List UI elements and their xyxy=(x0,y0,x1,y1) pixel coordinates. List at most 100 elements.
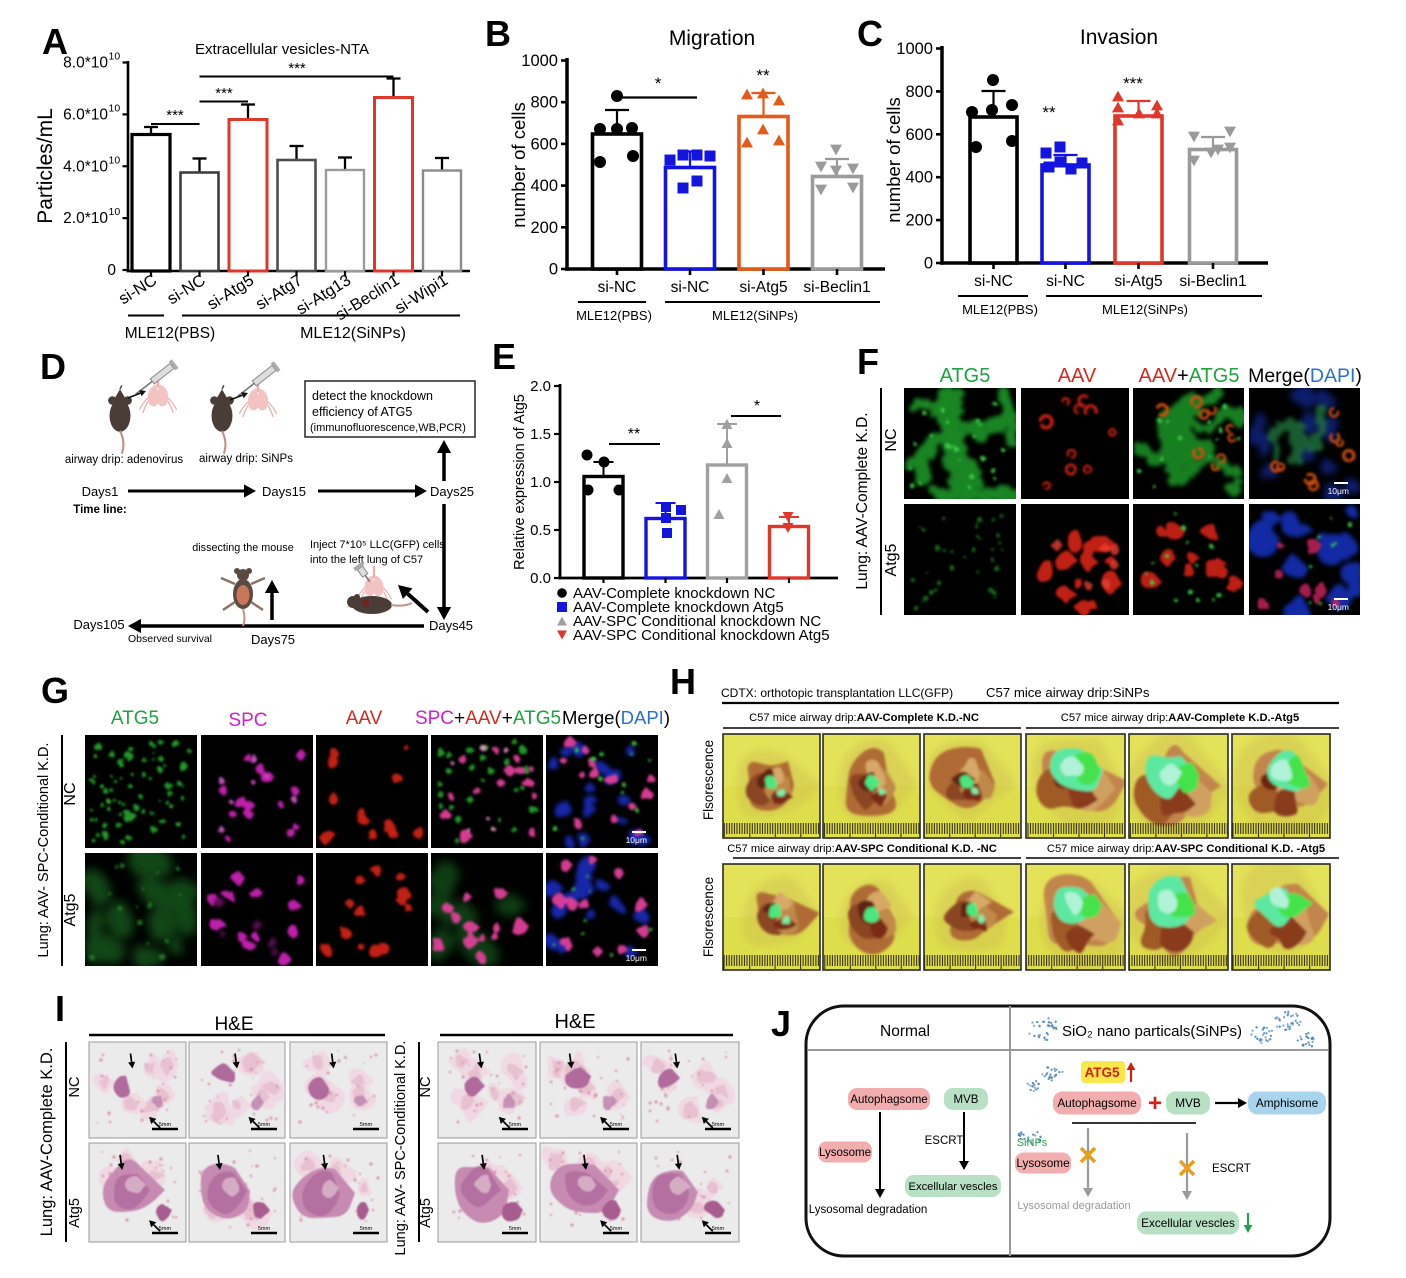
svg-text:SPC+AAV+ATG5: SPC+AAV+ATG5 xyxy=(415,708,561,729)
svg-text:10μm: 10μm xyxy=(1328,602,1349,612)
svg-text:200: 200 xyxy=(905,212,933,230)
svg-text:***: *** xyxy=(166,107,184,124)
svg-text:Excellular vescles: Excellular vescles xyxy=(909,1181,998,1193)
svg-text:Particles/mL: Particles/mL xyxy=(34,108,57,224)
svg-text:MLE12(SiNPs): MLE12(SiNPs) xyxy=(712,308,798,323)
svg-text:5mm: 5mm xyxy=(610,1226,623,1232)
svg-text:**: ** xyxy=(628,426,640,443)
svg-text:5mm: 5mm xyxy=(509,1226,522,1232)
svg-text:*: * xyxy=(754,398,760,415)
svg-text:Autophagsome: Autophagsome xyxy=(850,1094,927,1106)
svg-text:F: F xyxy=(857,341,879,382)
svg-text:ESCRT: ESCRT xyxy=(925,1135,964,1147)
svg-text:400: 400 xyxy=(530,177,558,195)
svg-text:si-NC: si-NC xyxy=(598,279,637,296)
svg-text:Lung: AAV-Complete K.D.: Lung: AAV-Complete K.D. xyxy=(854,412,871,589)
svg-text:200: 200 xyxy=(530,219,558,237)
svg-text:1000: 1000 xyxy=(896,40,933,58)
svg-text:Inject 7*10⁵ LLC(GFP) cells: Inject 7*10⁵ LLC(GFP) cells xyxy=(310,539,445,551)
svg-text:*: * xyxy=(655,74,662,93)
svg-text:5mm: 5mm xyxy=(159,1226,172,1232)
svg-text:si-Beclin1: si-Beclin1 xyxy=(1179,273,1246,290)
svg-text:number of cells: number of cells xyxy=(508,102,529,227)
svg-text:si-NC: si-NC xyxy=(1046,273,1085,290)
svg-text:0: 0 xyxy=(549,261,558,279)
svg-text:into the left lung of C57: into the left lung of C57 xyxy=(310,554,423,566)
svg-text:Days25: Days25 xyxy=(430,484,474,499)
svg-text:***: *** xyxy=(288,60,306,77)
svg-text:Migration: Migration xyxy=(669,27,755,50)
svg-text:2.0: 2.0 xyxy=(530,378,551,395)
svg-text:5mm: 5mm xyxy=(258,1122,271,1128)
svg-text:MVB: MVB xyxy=(954,1094,979,1106)
svg-text:MLE12(SiNPs): MLE12(SiNPs) xyxy=(300,325,406,342)
svg-text:10μm: 10μm xyxy=(626,953,647,963)
svg-text:10μm: 10μm xyxy=(1328,486,1349,496)
svg-text:C57 mice airway drip:AAV-SPC C: C57 mice airway drip:AAV-SPC Conditional… xyxy=(1047,843,1325,855)
svg-text:Atg5: Atg5 xyxy=(883,543,900,576)
svg-text:airway drip: SiNPs: airway drip: SiNPs xyxy=(199,453,293,465)
svg-text:ATG5: ATG5 xyxy=(1084,1065,1119,1080)
svg-text:I: I xyxy=(55,988,65,1029)
svg-text:Relative expression of Atg5: Relative expression of Atg5 xyxy=(512,394,528,570)
svg-text:Atg5: Atg5 xyxy=(67,1198,83,1228)
svg-text:400: 400 xyxy=(905,169,933,187)
svg-text:Days105: Days105 xyxy=(73,617,124,632)
svg-text:si-NC: si-NC xyxy=(671,279,710,296)
svg-text:5mm: 5mm xyxy=(360,1226,373,1232)
svg-text:C57 mice airway drip:AAV-SPC C: C57 mice airway drip:AAV-SPC Conditional… xyxy=(727,843,997,855)
svg-text:**: ** xyxy=(756,66,770,85)
svg-text:C57 mice airway drip:SiNPs: C57 mice airway drip:SiNPs xyxy=(986,685,1150,700)
svg-text:Merge(DAPI): Merge(DAPI) xyxy=(1248,365,1362,387)
svg-text:5mm: 5mm xyxy=(712,1226,725,1232)
svg-text:Invasion: Invasion xyxy=(1080,26,1158,49)
svg-text:Normal: Normal xyxy=(880,1023,930,1040)
svg-text:C57 mice airway drip:AAV-Compl: C57 mice airway drip:AAV-Complete K.D.-A… xyxy=(1061,712,1300,724)
svg-text:Atg5: Atg5 xyxy=(418,1198,434,1228)
svg-text:10: 10 xyxy=(109,154,121,166)
svg-text:5mm: 5mm xyxy=(258,1226,271,1232)
svg-text:SPC: SPC xyxy=(228,710,267,731)
svg-text:800: 800 xyxy=(530,94,558,112)
svg-text:10: 10 xyxy=(109,102,121,114)
svg-text:AAV-SPC Conditional knockdown: AAV-SPC Conditional knockdown Atg5 xyxy=(573,627,830,644)
svg-text:MVB: MVB xyxy=(1175,1096,1201,1110)
svg-text:D: D xyxy=(40,346,66,387)
svg-text:6.0*10: 6.0*10 xyxy=(63,106,108,123)
svg-text:Flsorescence: Flsorescence xyxy=(701,877,716,957)
svg-text:ATG5: ATG5 xyxy=(940,365,991,387)
svg-text:efficiency of ATG5: efficiency of ATG5 xyxy=(312,405,412,419)
svg-text:AAV+ATG5: AAV+ATG5 xyxy=(1139,365,1240,387)
svg-text:Days15: Days15 xyxy=(262,484,306,499)
svg-text:NC: NC xyxy=(67,1077,83,1098)
svg-text:Lysosome: Lysosome xyxy=(1016,1156,1070,1170)
svg-text:0: 0 xyxy=(107,262,116,279)
svg-text:AAV-SPC Conditional knockdown: AAV-SPC Conditional knockdown NC xyxy=(573,613,821,630)
svg-text:Days45: Days45 xyxy=(429,618,473,633)
svg-text:NC: NC xyxy=(62,782,79,805)
svg-text:E: E xyxy=(492,336,516,377)
svg-text:SiO₂ nano particals(SiNPs): SiO₂ nano particals(SiNPs) xyxy=(1062,1023,1242,1040)
svg-text:Lysosome: Lysosome xyxy=(819,1147,871,1159)
svg-text:1000: 1000 xyxy=(521,52,558,70)
svg-text:800: 800 xyxy=(905,83,933,101)
svg-text:H&E: H&E xyxy=(554,1011,595,1033)
svg-text:CDTX: orthotopic transplantati: CDTX: orthotopic transplantation LLC(GFP… xyxy=(721,686,953,700)
svg-text:5mm: 5mm xyxy=(610,1122,623,1128)
svg-text:MLE12(SiNPs): MLE12(SiNPs) xyxy=(1102,302,1188,317)
svg-text:5mm: 5mm xyxy=(712,1122,725,1128)
svg-text:A: A xyxy=(42,21,68,62)
svg-text:MLE12(PBS): MLE12(PBS) xyxy=(125,325,215,342)
svg-text:NC: NC xyxy=(883,428,900,451)
svg-text:1.0: 1.0 xyxy=(530,474,551,491)
svg-text:si-Beclin1: si-Beclin1 xyxy=(803,279,870,296)
svg-text:Lysosomal degradation: Lysosomal degradation xyxy=(809,1204,927,1216)
svg-text:0.5: 0.5 xyxy=(530,522,551,539)
svg-text:G: G xyxy=(41,670,69,711)
svg-text:Amphisome: Amphisome xyxy=(1256,1096,1319,1110)
svg-text:MLE12(PBS): MLE12(PBS) xyxy=(576,308,652,323)
svg-text:C: C xyxy=(857,13,883,54)
svg-text:ATG5: ATG5 xyxy=(111,708,159,729)
svg-text:C57 mice airway drip:AAV-Compl: C57 mice airway drip:AAV-Complete K.D.-N… xyxy=(749,712,979,724)
svg-text:AAV-Complete knockdown Atg5: AAV-Complete knockdown Atg5 xyxy=(573,599,784,616)
